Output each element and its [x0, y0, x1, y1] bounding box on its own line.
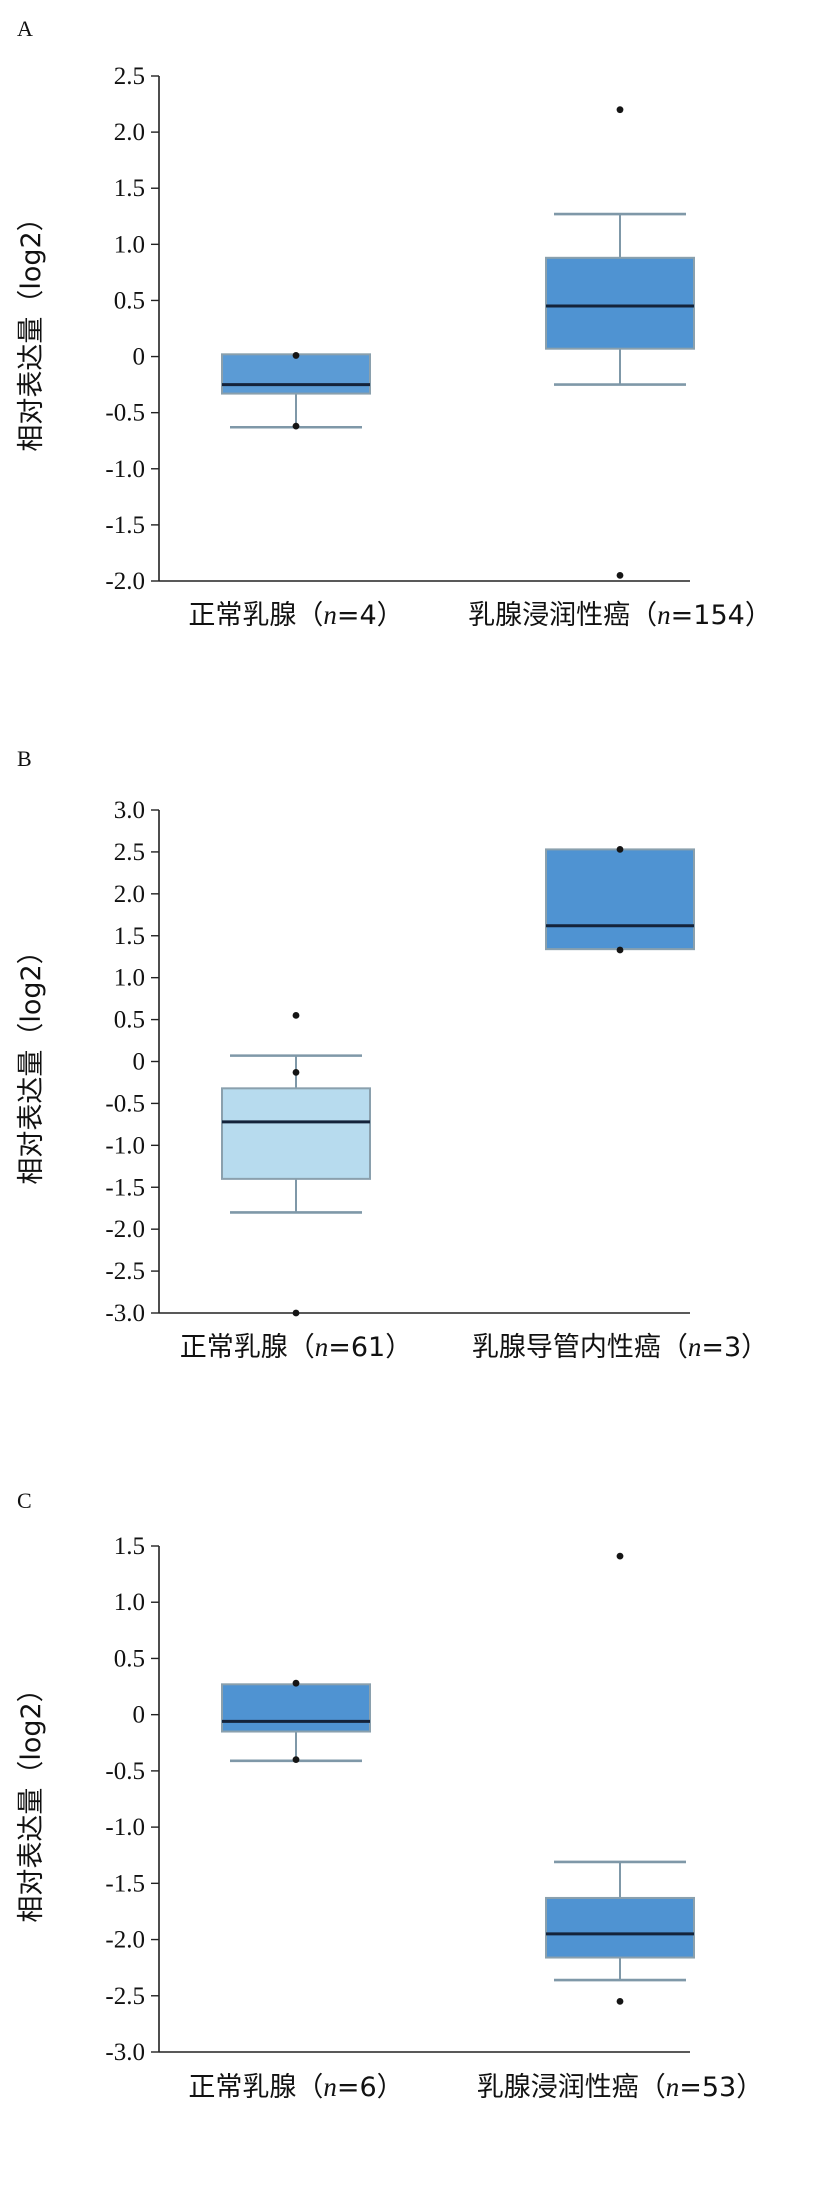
panel-letter: B: [17, 746, 32, 771]
box-iqr: [545, 848, 695, 951]
y-tick-label: 1.0: [114, 1589, 145, 1616]
outlier-point: [292, 1756, 300, 1764]
chart-panel-b: B 3.0 2.5 2.0 1.5 1.0 0.5 0 -0.5 -1.0 -1.5 -2.0 -2.5…: [16, 746, 768, 1363]
outlier-point: [616, 846, 624, 853]
box-iqr: [221, 353, 371, 395]
y-tick-label: -1.0: [105, 1132, 145, 1159]
y-tick-label: 2.0: [114, 119, 145, 146]
y-tick-label: -3.0: [105, 1300, 145, 1327]
y-tick-label: 1.5: [114, 923, 145, 950]
category-n-symbol: n: [315, 1332, 329, 1362]
y-axis-title: 相对表达量（log2）: [16, 204, 47, 451]
y-tick-label: -0.5: [105, 1758, 145, 1785]
y-tick-label: -0.5: [105, 400, 145, 427]
category-n-symbol: n: [323, 2072, 337, 2102]
y-tick-label: 1.5: [114, 1533, 145, 1560]
y-tick-label: -1.0: [105, 456, 145, 483]
category-n-symbol: n: [666, 2072, 680, 2102]
x-category-label: 乳腺浸润性癌（n=154）: [468, 600, 772, 631]
category-n-symbol: n: [688, 1332, 702, 1362]
category-name: 乳腺导管内性癌（: [472, 1332, 688, 1363]
box-iqr: [545, 256, 695, 350]
box-group: [221, 1679, 371, 1764]
category-n-value: =61）: [328, 1332, 412, 1363]
category-n-value: =4）: [337, 600, 404, 631]
y-tick-label: 0.5: [114, 1007, 145, 1034]
y-tick-label: -2.0: [105, 1927, 145, 1954]
y-tick-label: -2.5: [105, 1258, 145, 1285]
outlier-point: [616, 571, 624, 579]
box-group: [545, 846, 695, 954]
y-tick-label: -2.0: [105, 1216, 145, 1243]
outlier-point: [616, 946, 624, 954]
y-tick-label: -1.5: [105, 1174, 145, 1201]
y-tick-label: 0.5: [114, 287, 145, 314]
outlier-point: [616, 1552, 624, 1560]
y-tick-label: 0: [133, 1049, 146, 1076]
panel-letter: C: [17, 1488, 32, 1513]
outlier-point: [292, 1309, 300, 1317]
y-tick-label: -2.0: [105, 568, 145, 595]
box-iqr: [221, 1683, 371, 1733]
box-group: [221, 1011, 371, 1317]
category-n-symbol: n: [657, 600, 671, 630]
outlier-point: [292, 352, 300, 359]
outlier-point: [292, 1068, 300, 1076]
outlier-point: [292, 1679, 300, 1687]
y-tick-label: -1.5: [105, 1870, 145, 1897]
y-tick-label: 1.0: [114, 231, 145, 258]
x-category-label: 正常乳腺（n=6）: [188, 2072, 403, 2103]
y-tick-label: 0: [133, 1702, 146, 1729]
box-iqr: [545, 1896, 695, 1959]
y-tick-label: 2.0: [114, 881, 145, 908]
category-name: 正常乳腺（: [188, 600, 323, 631]
category-name: 乳腺浸润性癌（: [468, 600, 657, 631]
category-name: 正常乳腺（: [180, 1332, 315, 1363]
box-group: [545, 106, 695, 579]
y-tick-label: 1.0: [114, 965, 145, 992]
y-tick-label: -1.5: [105, 512, 145, 539]
chart-panel-a: A 2.5 2.0 1.5 1.0 0.5 0 -0.5 -1.0 -1.5 -2.0 相对表达量（l…: [16, 16, 772, 631]
outlier-point: [292, 422, 300, 430]
y-tick-label: 0.5: [114, 1645, 145, 1672]
category-n-value: =3）: [701, 1332, 768, 1363]
x-category-label: 乳腺浸润性癌（n=53）: [477, 2072, 763, 2103]
x-category-label: 正常乳腺（n=61）: [180, 1332, 412, 1363]
chart-panel-c: C 1.5 1.0 0.5 0 -0.5 -1.0 -1.5 -2.0 -2.5 -3.0 相对表达量…: [16, 1488, 763, 2103]
outlier-point: [292, 1011, 300, 1019]
category-name: 乳腺浸润性癌（: [477, 2072, 666, 2103]
category-n-value: =53）: [679, 2072, 763, 2103]
y-tick-label: 2.5: [114, 63, 145, 90]
panel-letter: A: [17, 16, 33, 41]
outlier-point: [616, 1998, 624, 2005]
y-tick-label: 2.5: [114, 839, 145, 866]
box-group: [545, 1552, 695, 2005]
y-tick-label: -2.5: [105, 1983, 145, 2010]
y-tick-label: -0.5: [105, 1090, 145, 1117]
y-axis-title: 相对表达量（log2）: [16, 937, 47, 1184]
x-category-label: 乳腺导管内性癌（n=3）: [472, 1332, 768, 1363]
x-category-label: 正常乳腺（n=4）: [188, 600, 403, 631]
y-tick-label: 3.0: [114, 797, 145, 824]
category-n-symbol: n: [323, 600, 337, 630]
outlier-point: [616, 106, 624, 114]
box-iqr: [221, 1087, 371, 1180]
y-tick-label: 0: [133, 344, 146, 371]
category-n-value: =6）: [337, 2072, 404, 2103]
category-name: 正常乳腺（: [188, 2072, 323, 2103]
box-group: [221, 352, 371, 430]
y-tick-label: -3.0: [105, 2039, 145, 2066]
y-axis-title: 相对表达量（log2）: [16, 1675, 47, 1922]
y-tick-label: -1.0: [105, 1814, 145, 1841]
y-tick-label: 1.5: [114, 175, 145, 202]
category-n-value: =154）: [671, 600, 772, 631]
